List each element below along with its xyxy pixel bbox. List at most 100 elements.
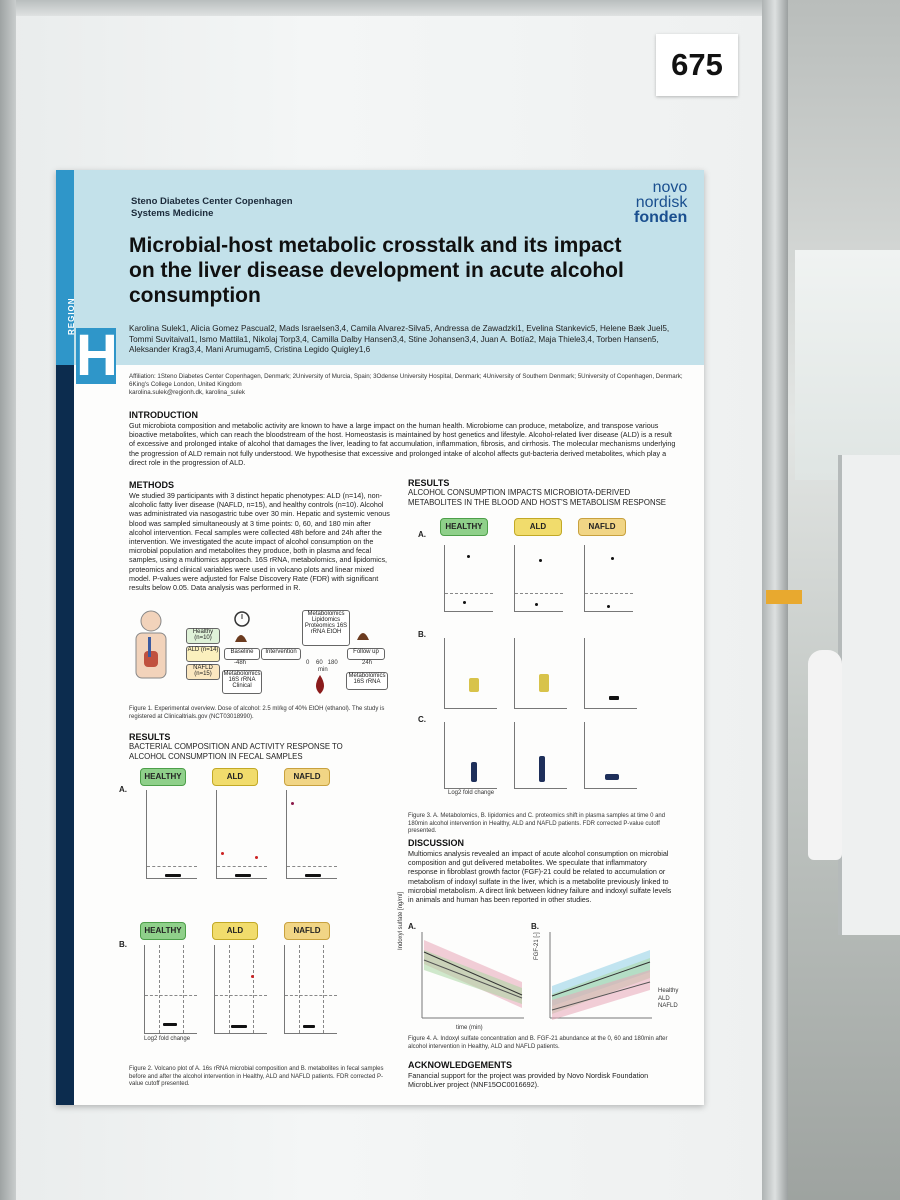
flow-omics-top-box: Metabolomics Lipidomics Proteomics 16S r… [302, 610, 350, 646]
institution-block: Steno Diabetes Center Copenhagen Systems… [131, 196, 293, 220]
group-pill-healthy-1: HEALTHY [140, 768, 186, 786]
flow-followup-box: Follow up [347, 648, 385, 660]
volcano-plot-metab-ald [214, 945, 267, 1034]
results-left-heading: RESULTS [129, 732, 171, 742]
plasma-metabolomics-healthy [444, 545, 493, 612]
region-logo: H [76, 323, 118, 388]
group-pill-ald-2: ALD [212, 922, 258, 940]
results-left-subheading: BACTERIAL COMPOSITION AND ACTIVITY RESPO… [129, 742, 343, 761]
affiliation-block: Affiliation: 1Steno Diabetes Center Cope… [129, 373, 689, 397]
sponsor-logo: novo nordisk fonden [634, 179, 688, 226]
flow-omics-right-box: Metabolomics 16S rRNA [346, 672, 388, 690]
plasma-metabolomics-nafld [584, 545, 633, 612]
human-figure-icon [135, 610, 167, 679]
flow-healthy-box: Healthy (n=10) [186, 628, 220, 644]
figure1-caption: Figure 1. Experimental overview. Dose of… [129, 706, 385, 720]
poster-header [56, 170, 704, 365]
panel-b-left: B. [119, 940, 127, 949]
fig4-ylabel-b: FGF-21 [-] [534, 932, 540, 960]
author-list: Karolina Sulek1, Alicia Gomez Pascual2, … [129, 324, 670, 355]
fig4-legend-nafld: NAFLD [658, 1003, 678, 1009]
region-bar [56, 170, 74, 365]
volcano-plot-fecal-nafld [286, 790, 337, 879]
volcano-plot-fecal-healthy [146, 790, 197, 879]
group-pill-healthy-2: HEALTHY [140, 922, 186, 940]
volcano-plot-metab-nafld [284, 945, 337, 1034]
poster-side-stripe [56, 170, 74, 1105]
group-pill-nafld-2: NAFLD [284, 922, 330, 940]
flow-omics-left-box: Metabolomics 16S rRNA Clinical [222, 670, 262, 694]
plasma-proteomics-healthy [444, 722, 497, 789]
board-clip [766, 590, 802, 604]
figure2-caption: Figure 2. Volcano plot of A. 16s rRNA mi… [129, 1066, 384, 1087]
xlabel-left: Log2 fold change [144, 1036, 191, 1042]
group-pill-healthy-3: HEALTHY [440, 518, 488, 536]
discussion-heading: DISCUSSION [408, 838, 465, 848]
plasma-metabolomics-ald [514, 545, 563, 612]
fig4-ylabel-a: Indoxyl sulfate [ng/ml] [398, 891, 404, 950]
fig4-legend-ald: ALD [658, 995, 670, 1002]
panel-b-right: B. [418, 630, 426, 639]
results-right-subheading: ALCOHOL CONSUMPTION IMPACTS MICROBIOTA-D… [408, 488, 666, 507]
board-number-card: 675 [656, 34, 738, 96]
board-frame-top [0, 0, 785, 16]
panel-a-left: A. [119, 785, 127, 794]
sponsor-logo-line1: novo [652, 179, 688, 196]
xlabel-right: Log2 fold change [448, 790, 495, 796]
intro-heading: INTRODUCTION [129, 410, 198, 420]
plasma-lipidomics-nafld [584, 638, 637, 709]
stool-sample-icon-right [357, 633, 369, 640]
department-name: Systems Medicine [131, 208, 214, 219]
methods-heading: METHODS [129, 480, 174, 490]
fig4-panel-b: B. [531, 922, 539, 931]
flow-min: min [318, 667, 328, 673]
fig4-xlabel: time (min) [456, 1025, 483, 1031]
flow-nafld-box: NAFLD (n=15) [186, 664, 220, 680]
group-pill-nafld-3: NAFLD [578, 518, 626, 536]
volcano-plot-fecal-ald [216, 790, 267, 879]
background-poster-board [838, 455, 900, 935]
plasma-lipidomics-ald [514, 638, 567, 709]
region-text: REGION [67, 297, 76, 335]
results-right-heading: RESULTS [408, 478, 450, 488]
flow-baseline-box: Baseline [224, 648, 260, 660]
sponsor-logo-line2: nordisk [635, 194, 688, 211]
group-pill-ald-3: ALD [514, 518, 562, 536]
intro-text: Gut microbiota composition and metabolic… [129, 421, 676, 467]
flow-time-minus: -48h [234, 660, 247, 666]
plasma-lipidomics-healthy [444, 638, 497, 709]
fig4-indoxyl-sulfate-plot [421, 932, 524, 1019]
board-frame-left [0, 0, 16, 1200]
discussion-text: Multiomics analysis revealed an impact o… [408, 849, 672, 905]
plasma-proteomics-nafld [584, 722, 637, 789]
flow-ald-box: ALD (n=14) [186, 646, 220, 662]
contact-text: karolina.sulek@regionh.dk, karolina_sule… [129, 389, 246, 396]
fig4-legend-healthy: Healthy [658, 988, 679, 994]
blood-drop-icon [316, 675, 324, 694]
ack-heading: ACKNOWLEDGEMENTS [408, 1060, 512, 1070]
poster: REGION H Steno Diabetes Center Copenhage… [56, 170, 704, 1105]
background-person [808, 650, 842, 860]
methods-text: We studied 39 participants with 3 distin… [129, 491, 390, 593]
flow-times: 0 60 180 [306, 660, 338, 666]
institution-name: Steno Diabetes Center Copenhagen [131, 196, 293, 207]
fig4-legend: Healthy ALD NAFLD [658, 988, 678, 1011]
stool-sample-icon-left [235, 635, 247, 642]
ack-text: Fanancial support for the project was pr… [408, 1071, 649, 1090]
affiliation-text: Affiliation: 1Steno Diabetes Center Cope… [129, 373, 683, 388]
sponsor-logo-line3: fonden [634, 209, 688, 226]
volcano-plot-metab-healthy [144, 945, 197, 1034]
panel-c-right: C. [418, 715, 426, 724]
group-pill-ald-1: ALD [212, 768, 258, 786]
group-pill-nafld-1: NAFLD [284, 768, 330, 786]
plasma-proteomics-ald [514, 722, 567, 789]
background-window [795, 250, 900, 480]
flow-intervention-box: Intervention [261, 648, 301, 660]
fig4-panel-a: A. [408, 922, 416, 931]
flow-time-plus: 24h [362, 660, 373, 666]
panel-a-right: A. [418, 530, 426, 539]
figure4-caption: Figure 4. A. Indoxyl sulfate concentrati… [408, 1036, 668, 1050]
poster-title: Microbial-host metabolic crosstalk and i… [129, 234, 624, 307]
figure3-caption: Figure 3. A. Metabolomics, B. lipidomics… [408, 813, 666, 834]
fig4-fgf21-plot [549, 932, 652, 1020]
